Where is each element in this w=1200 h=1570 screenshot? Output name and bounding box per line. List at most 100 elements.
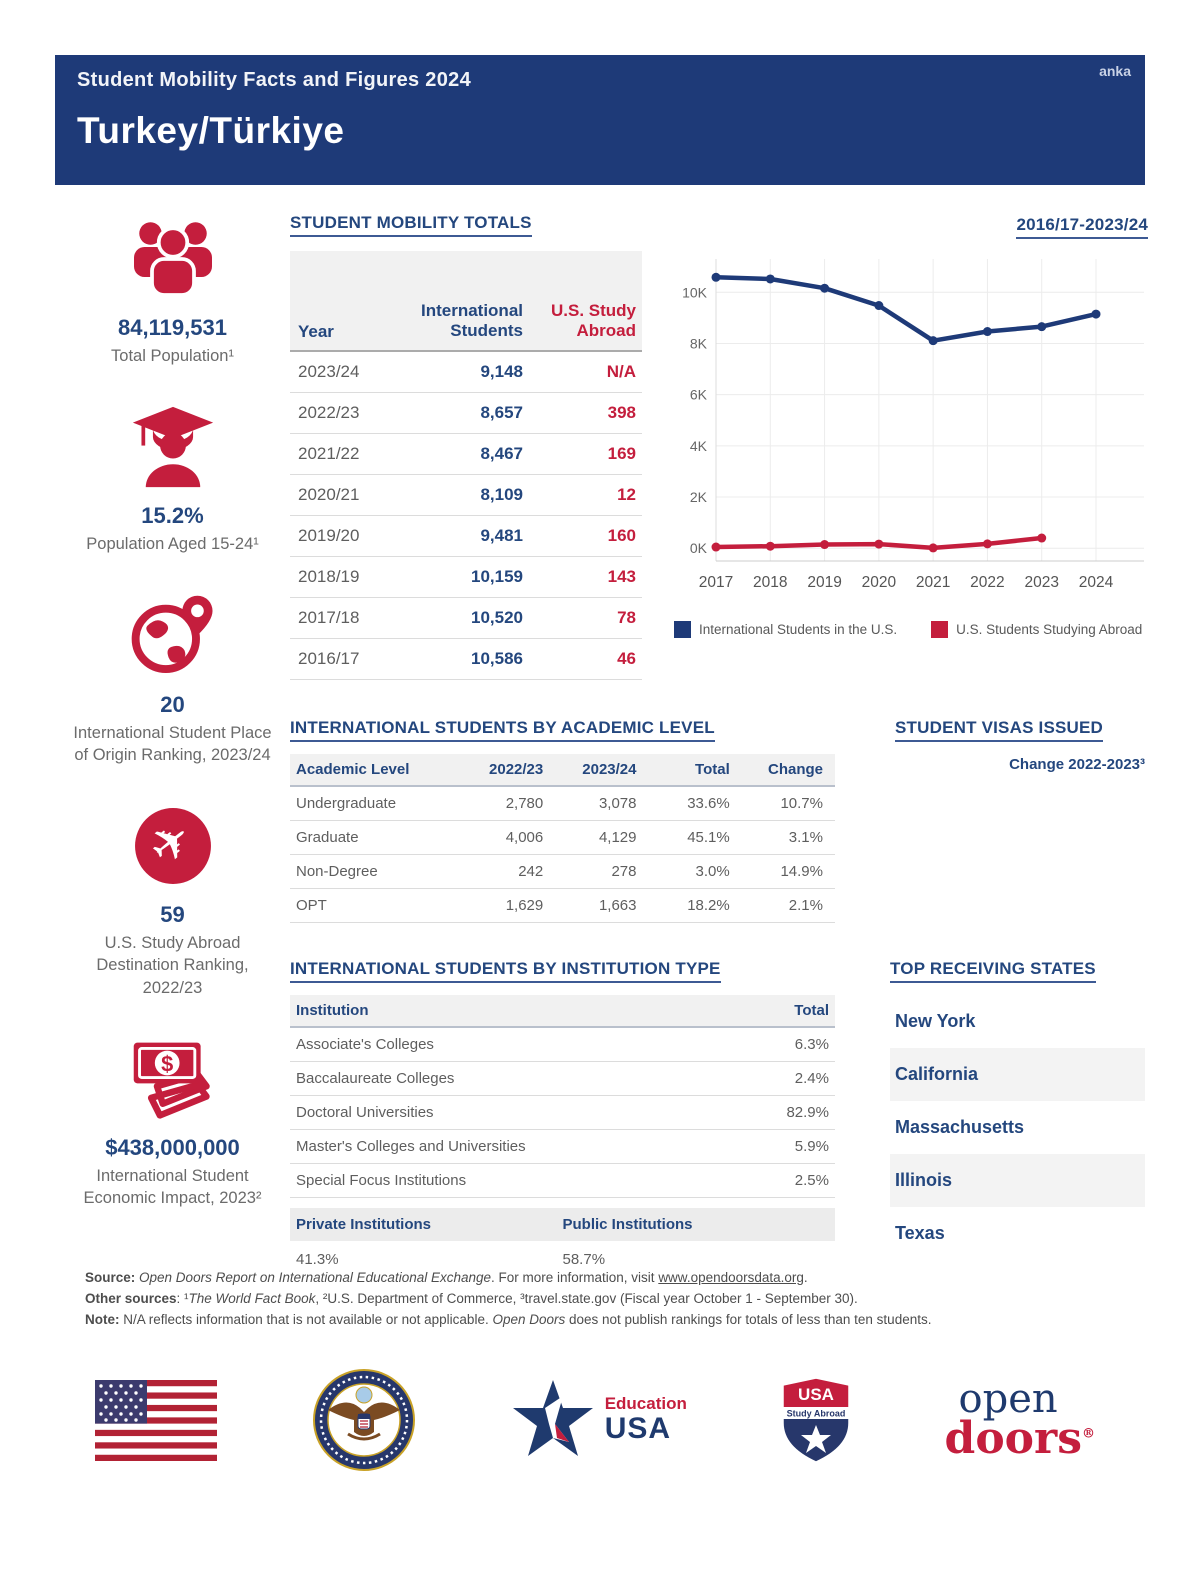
cell-us-study-abroad: 143 <box>607 566 636 586</box>
cell-academic-level: Graduate <box>296 828 359 846</box>
cell-total: 5.9% <box>794 1137 829 1155</box>
us-flag-logo <box>95 1379 217 1461</box>
cell-value: 278 <box>611 862 637 880</box>
cell-value: 2.1% <box>788 896 823 914</box>
mobility-table: Year International Students U.S. Study A… <box>290 251 642 680</box>
svg-text:2K: 2K <box>690 489 708 505</box>
svg-text:USA: USA <box>798 1385 834 1404</box>
cell-us-study-abroad: 46 <box>617 648 636 668</box>
cell-total: 2.4% <box>794 1069 829 1087</box>
table-row: 2017/18 10,520 78 <box>290 598 642 639</box>
table-row: 2019/20 9,481 160 <box>290 516 642 557</box>
mobility-table-header: Year International Students U.S. Study A… <box>290 251 642 352</box>
academic-section: INTERNATIONAL STUDENTS BY ACADEMIC LEVEL… <box>290 718 835 923</box>
cell-value: 10.7% <box>780 794 823 812</box>
institution-row: INTERNATIONAL STUDENTS BY INSTITUTION TY… <box>290 959 1145 1278</box>
educationusa-line1: Education <box>604 1394 687 1413</box>
source-line: Source: Open Doors Report on Internation… <box>85 1270 808 1285</box>
svg-text:2020: 2020 <box>862 574 897 591</box>
private-public-header: Private Institutions Public Institutions <box>290 1207 835 1241</box>
table-row: Undergraduate 2,780 3,078 33.6% 10.7% <box>290 787 835 821</box>
cell-international-students: 10,159 <box>471 566 523 586</box>
cell-value: 4,129 <box>598 828 637 846</box>
academic-row: INTERNATIONAL STUDENTS BY ACADEMIC LEVEL… <box>290 718 1145 923</box>
cell-total: 6.3% <box>794 1035 829 1053</box>
cell-value: 2,780 <box>505 794 544 812</box>
flag-stripes <box>95 1379 217 1461</box>
column-header: 2022/23 <box>489 760 544 778</box>
table-row: Special Focus Institutions 2.5% <box>290 1164 835 1198</box>
table-row: OPT 1,629 1,663 18.2% 2.1% <box>290 889 835 923</box>
cell-us-study-abroad: 78 <box>617 607 636 627</box>
cell-value: 14.9% <box>780 862 823 880</box>
svg-text:$: $ <box>161 1052 173 1077</box>
chart-legend: International Students in the U.S. U.S. … <box>670 621 1148 638</box>
private-public-values: 41.3% 58.7% <box>290 1241 835 1278</box>
table-row: Associate's Colleges 6.3% <box>290 1028 835 1062</box>
column-header: 2023/24 <box>582 760 637 778</box>
cell-academic-level: OPT <box>296 896 327 914</box>
state-department-seal <box>312 1368 416 1472</box>
svg-text:2018: 2018 <box>753 574 787 591</box>
footer-logos: Education USA USA Study Abroad open door… <box>95 1368 1095 1472</box>
usa-study-abroad-logo: USA Study Abroad <box>781 1377 850 1463</box>
institution-heading: INTERNATIONAL STUDENTS BY INSTITUTION TY… <box>290 959 721 983</box>
educationusa-line2: USA <box>604 1412 672 1445</box>
cell-total: 2.5% <box>794 1171 829 1189</box>
stat-value: 15.2% <box>141 503 204 529</box>
table-row: 2021/22 8,467 169 <box>290 434 642 475</box>
stat-label: U.S. Study Abroad Destination Ranking, 2… <box>96 934 249 997</box>
legend-label: U.S. Students Studying Abroad <box>956 622 1143 637</box>
stat-label: Total Population¹ <box>111 347 234 365</box>
state-row: Texas <box>895 1222 945 1243</box>
public-institutions-label: Public Institutions <box>562 1215 693 1233</box>
cell-us-study-abroad: 169 <box>607 443 636 463</box>
svg-text:2024: 2024 <box>1079 574 1114 591</box>
cell-us-study-abroad: N/A <box>606 361 636 381</box>
states-heading: TOP RECEIVING STATES <box>890 959 1096 983</box>
svg-text:2019: 2019 <box>807 574 841 591</box>
cell-institution: Master's Colleges and Universities <box>296 1137 526 1155</box>
source-line: Other sources: ¹The World Fact Book, ²U.… <box>85 1290 858 1306</box>
stat-label: International Student Place of Origin Ra… <box>73 723 272 764</box>
cell-us-study-abroad: 398 <box>607 402 636 422</box>
people-icon <box>125 213 221 305</box>
svg-text:6K: 6K <box>690 387 708 403</box>
column-header-institution: Institution <box>296 1001 369 1019</box>
cell-institution: Baccalaureate Colleges <box>296 1069 455 1087</box>
table-row: Doctoral Universities 82.9% <box>290 1096 835 1130</box>
page-title: Turkey/Türkiye <box>77 110 345 151</box>
cell-year: 2023/24 <box>298 361 360 381</box>
airplane-icon: ✈ <box>128 800 218 892</box>
open-doors-line1: open <box>958 1376 1058 1423</box>
cell-international-students: 10,586 <box>471 648 523 668</box>
state-row: Illinois <box>890 1153 1145 1207</box>
cell-institution: Special Focus Institutions <box>296 1171 467 1189</box>
svg-text:10K: 10K <box>682 284 708 300</box>
academic-table-header: Academic Level 2022/23 2023/24 Total Change <box>290 753 835 787</box>
header-banner: Student Mobility Facts and Figures 2024 … <box>55 55 1145 185</box>
cell-year: 2021/22 <box>298 443 360 463</box>
cell-international-students: 8,467 <box>480 443 523 463</box>
cell-year: 2019/20 <box>298 525 360 545</box>
cell-value: 242 <box>518 862 544 880</box>
educationusa-star-icon <box>512 1380 593 1456</box>
main-content: STUDENT MOBILITY TOTALS Year Internation… <box>290 213 1148 1278</box>
column-header: Academic Level <box>296 760 410 778</box>
globe-pin-icon <box>127 590 219 682</box>
content: 84,119,531 Total Population¹ 15.2% Popul… <box>55 213 1148 1278</box>
svg-text:2022: 2022 <box>970 574 1004 591</box>
opendoorsdata-link[interactable]: www.opendoorsdata.org <box>658 1270 804 1285</box>
stat-value: 20 <box>160 691 185 717</box>
watermark: anka <box>1099 63 1131 79</box>
source-line: Note: N/A reflects information that is n… <box>85 1311 932 1327</box>
column-header-year: Year <box>298 321 334 341</box>
column-header: Change <box>767 760 823 778</box>
svg-text:2021: 2021 <box>916 574 950 591</box>
state-row: California <box>890 1047 1145 1101</box>
svg-text:2023: 2023 <box>1024 574 1058 591</box>
state-row: New York <box>895 1010 976 1031</box>
academic-heading: INTERNATIONAL STUDENTS BY ACADEMIC LEVEL <box>290 718 715 742</box>
open-doors-logo: open doors® <box>945 1376 1095 1461</box>
